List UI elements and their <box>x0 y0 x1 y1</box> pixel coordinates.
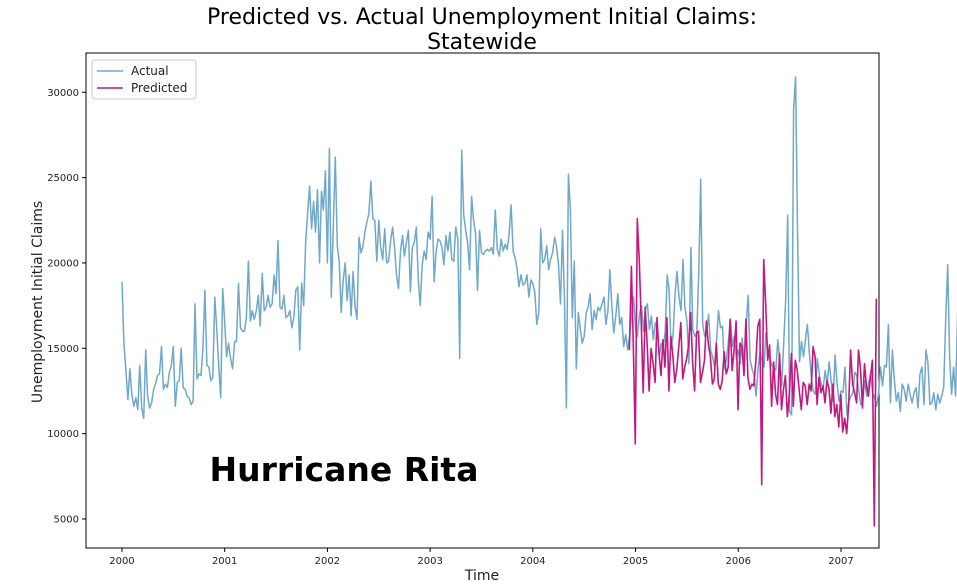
series-layer <box>121 76 957 527</box>
y-tick-label: 30000 <box>47 88 79 99</box>
plot-area <box>85 52 880 549</box>
legend-label-actual: Actual <box>131 64 169 78</box>
x-tick-label: 2007 <box>828 556 853 567</box>
hurricane-rita-annotation: Hurricane Rita <box>210 450 479 489</box>
chart-title: Predicted vs. Actual Unemployment Initia… <box>207 5 757 30</box>
x-axis-label: Time <box>464 568 499 584</box>
y-tick-label: 5000 <box>54 514 79 525</box>
x-tick-label: 2005 <box>623 556 648 567</box>
y-axis: 5000 10000 15000 20000 25000 30000 <box>47 88 86 525</box>
y-axis-label: Unemployment Initial Claims <box>30 201 46 403</box>
legend-label-predicted: Predicted <box>131 81 187 95</box>
series-line-predicted <box>628 217 878 527</box>
x-tick-label: 2003 <box>417 556 442 567</box>
x-tick-label: 2000 <box>109 556 134 567</box>
series-line-actual <box>121 76 957 420</box>
x-tick-label: 2002 <box>315 556 340 567</box>
legend: Actual Predicted <box>91 59 197 100</box>
chart-title-line2: Statewide <box>427 30 537 55</box>
legend-box <box>91 59 197 100</box>
y-tick-label: 25000 <box>47 173 79 184</box>
x-tick-label: 2001 <box>212 556 237 567</box>
y-tick-label: 10000 <box>47 429 79 440</box>
x-tick-label: 2006 <box>726 556 751 567</box>
x-tick-label: 2004 <box>520 556 545 567</box>
y-tick-label: 15000 <box>47 344 79 355</box>
x-axis: 2000 2001 2002 2003 2004 2005 2006 2007 <box>109 548 854 567</box>
y-tick-label: 20000 <box>47 258 79 269</box>
